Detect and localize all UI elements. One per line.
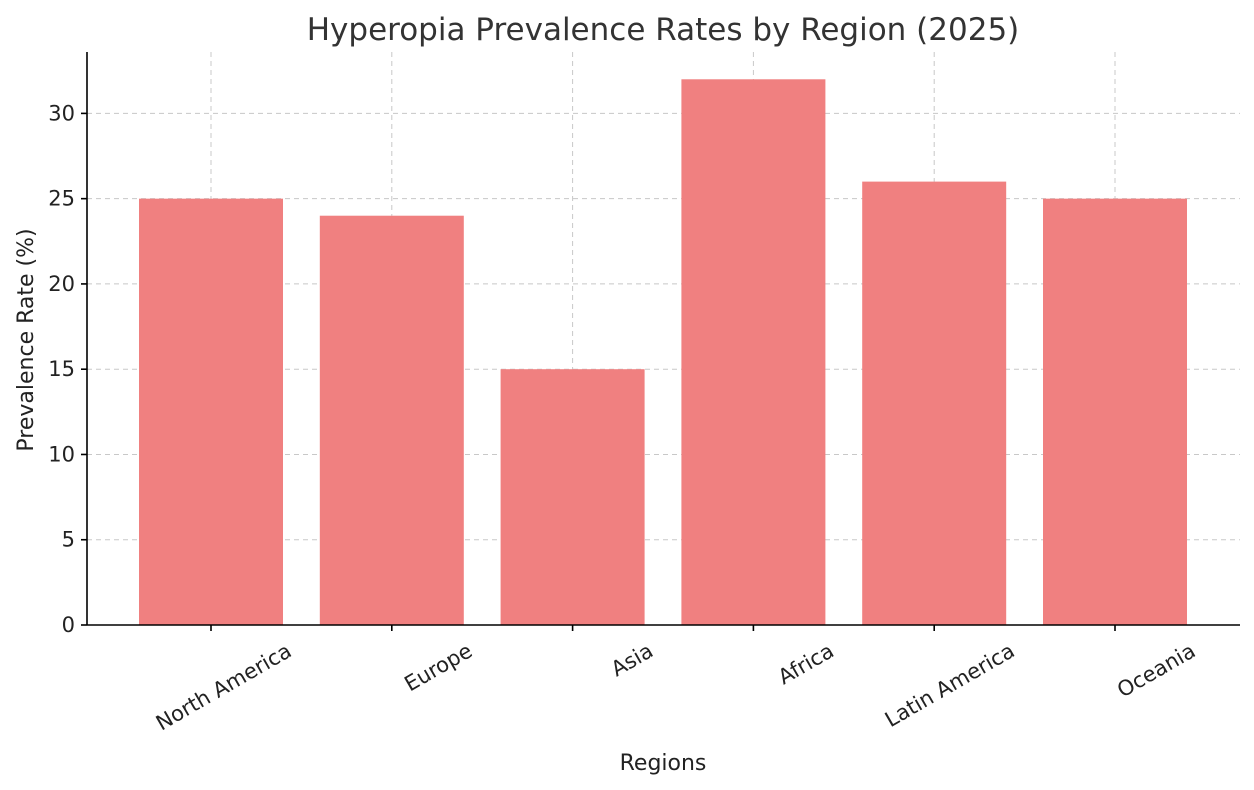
x-tick-label: Europe [400,639,476,697]
bar-europe [319,215,464,625]
x-tick-labels: North America Europe Asia Africa Latin Ameri… [152,639,1200,736]
x-tick-label: Latin America [881,639,1019,732]
bar-north-america [139,198,283,626]
chart-title: Hyperopia Prevalence Rates by Region (20… [307,12,1020,48]
bar-asia [500,369,645,625]
x-axis-label: Regions [620,751,707,776]
axes [81,52,1240,631]
bar-oceania [1043,198,1187,626]
y-tick-label: 5 [62,528,75,552]
y-tick-label: 25 [48,187,75,211]
y-axis-label: Prevalence Rate (%) [14,228,39,451]
y-tick-label: 30 [48,101,75,125]
y-tick-label: 15 [48,357,75,381]
y-tick-label: 10 [48,442,75,466]
bar-latin-america [862,181,1007,625]
bar-africa [681,79,826,626]
y-tick-label: 20 [48,272,75,296]
x-tick-label: Oceania [1113,639,1199,703]
bars [139,79,1187,626]
x-tick-label: North America [152,639,296,736]
y-tick-label: 0 [62,613,75,637]
x-tick-label: Africa [774,639,838,690]
x-tick-label: Asia [607,639,657,682]
y-tick-labels: 0 5 10 15 20 25 30 [48,101,75,637]
